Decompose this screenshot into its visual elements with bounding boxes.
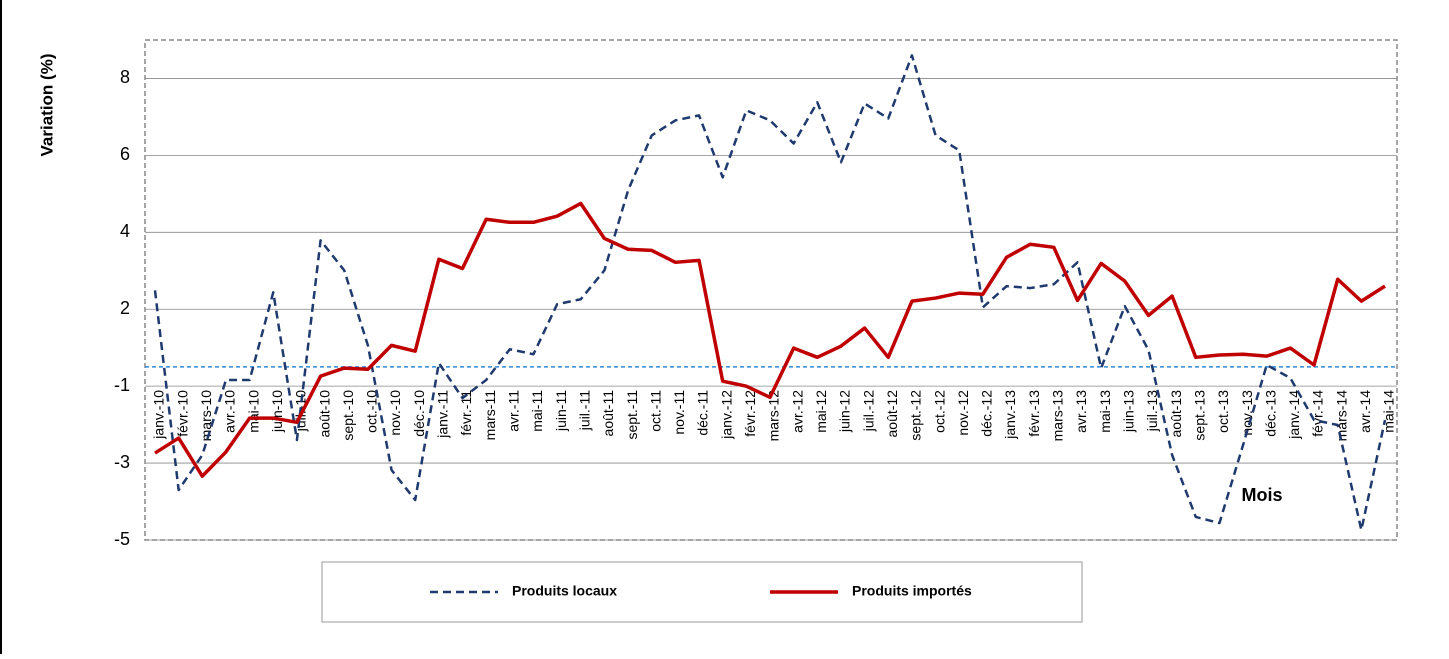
x-tick-label: août-11	[600, 390, 616, 437]
x-tick-label: oct.-10	[364, 390, 380, 433]
x-tick-label: déc.-11	[695, 390, 711, 436]
x-tick-label: janv.-10	[151, 390, 167, 440]
x-tick-label: mars-11	[482, 390, 498, 441]
x-tick-label: oct.-13	[1215, 390, 1231, 433]
x-tick-label: avr.-12	[789, 390, 805, 433]
x-tick-label: août-10	[316, 390, 332, 438]
x-tick-label: mars-14	[1333, 390, 1349, 442]
x-tick-label: oct.-12	[931, 390, 947, 433]
x-tick-label: déc.-13	[1262, 390, 1278, 437]
x-tick-label: nov.-13	[1239, 390, 1255, 436]
x-tick-label: mai-10	[245, 390, 261, 433]
x-tick-label: mai-13	[1097, 390, 1113, 433]
x-tick-label: nov.-11	[671, 390, 687, 435]
x-tick-label: déc.-10	[411, 390, 427, 437]
x-tick-label: févr.-14	[1310, 390, 1326, 437]
x-tick-label: juin-13	[1121, 390, 1137, 433]
x-axis-label: Mois	[1241, 485, 1282, 505]
x-tick-label: avr.-14	[1357, 390, 1373, 433]
x-tick-label: juin-11	[553, 390, 569, 432]
x-tick-label: janv.-11	[435, 390, 451, 439]
x-tick-label: août-13	[1168, 390, 1184, 438]
x-tick-label: juil.-12	[860, 390, 876, 432]
x-tick-label: sept.-13	[1191, 390, 1207, 441]
x-tick-label: oct.-11	[647, 390, 663, 432]
x-tick-label: mai-11	[529, 390, 545, 432]
x-tick-label: sept.-10	[340, 390, 356, 441]
series-line	[154, 201, 1386, 478]
legend-label: Produits importés	[852, 583, 972, 599]
x-tick-label: sept.-12	[908, 390, 924, 441]
x-tick-label: janv.-14	[1286, 390, 1302, 440]
y-tick-label: 4	[120, 221, 130, 241]
x-tick-label: févr.-11	[458, 390, 474, 436]
y-tick-label: -5	[114, 529, 130, 549]
x-tick-label: mai-12	[813, 390, 829, 433]
x-tick-label: avr.-13	[1073, 390, 1089, 433]
x-tick-label: mars-10	[198, 390, 214, 442]
legend-label: Produits locaux	[512, 583, 617, 599]
y-tick-label: -3	[114, 452, 130, 472]
x-tick-label: févr.-10	[174, 390, 190, 437]
x-tick-label: mai-14	[1381, 390, 1397, 433]
series-line	[153, 54, 1387, 532]
x-tick-label: janv.-13	[1002, 390, 1018, 440]
x-tick-label: juin-10	[269, 390, 285, 433]
x-tick-label: août-12	[884, 390, 900, 438]
x-tick-label: juil.-13	[1144, 390, 1160, 432]
x-tick-label: avr.-11	[506, 390, 522, 432]
x-tick-label: nov.-10	[387, 390, 403, 436]
y-tick-label: 8	[120, 67, 130, 87]
x-tick-label: mars-12	[766, 390, 782, 442]
y-tick-label: -1	[114, 375, 130, 395]
x-tick-label: juin-12	[837, 390, 853, 433]
x-tick-label: nov.-12	[955, 390, 971, 436]
x-tick-label: juil.-11	[576, 390, 592, 431]
x-tick-label: déc.-12	[979, 390, 995, 437]
x-tick-label: sept.-11	[624, 390, 640, 440]
y-tick-label: 2	[120, 298, 130, 318]
y-axis-label: Variation (%)	[37, 54, 56, 157]
x-tick-label: févr.-13	[1026, 390, 1042, 437]
x-tick-label: mars-13	[1050, 390, 1066, 442]
x-tick-label: avr.-10	[222, 390, 238, 433]
x-tick-label: janv.-12	[718, 390, 734, 440]
y-tick-label: 6	[120, 144, 130, 164]
x-tick-label: févr.-12	[742, 390, 758, 437]
